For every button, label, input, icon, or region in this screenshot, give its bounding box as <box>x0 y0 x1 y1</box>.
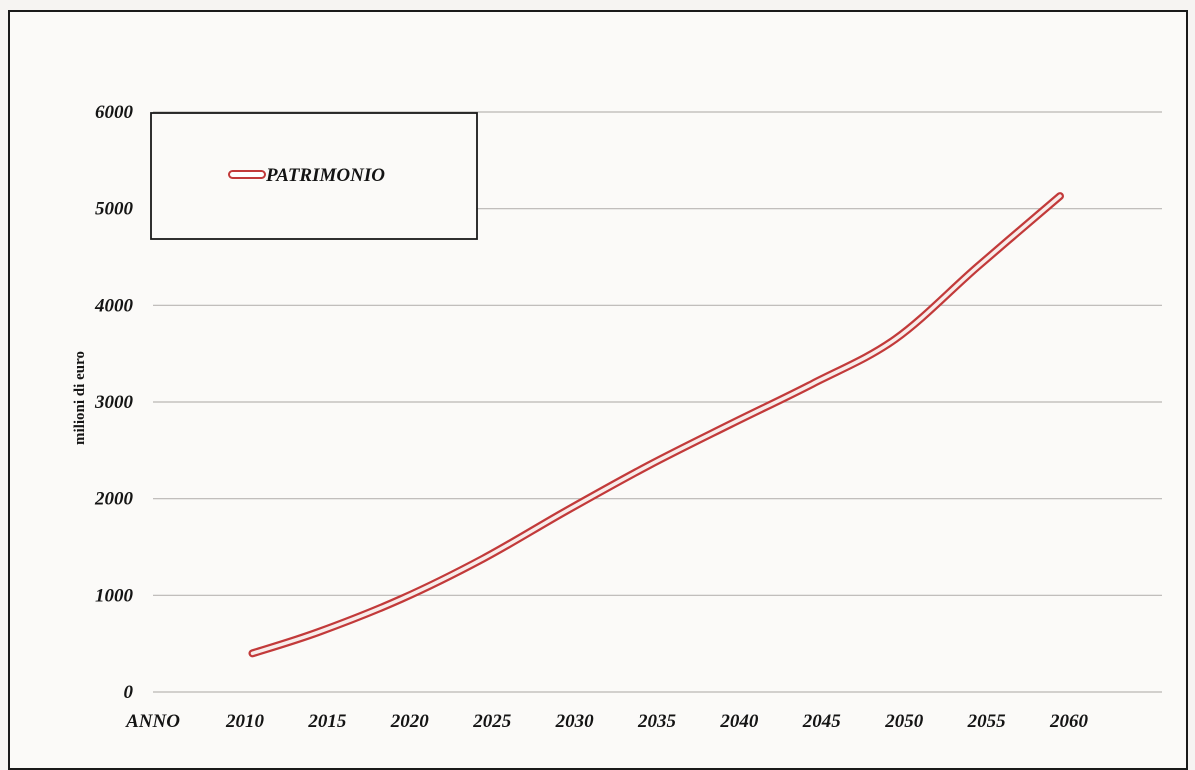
x-tick-label: 2025 <box>472 711 512 732</box>
legend-swatch <box>228 170 266 179</box>
y-tick-label: 1000 <box>95 585 134 606</box>
data-point <box>812 382 814 384</box>
data-point <box>729 423 731 425</box>
series-line-inner <box>250 194 1062 656</box>
x-tick-label: 2055 <box>967 711 1007 732</box>
legend-box <box>150 112 478 240</box>
data-point <box>564 510 566 512</box>
x-tick-label: 2035 <box>637 711 677 732</box>
x-axis-ticks: ANNO 2010 2015 2020 2025 2030 2035 2040 2045 2050… <box>125 711 1088 732</box>
x-tick-label: 2020 <box>390 711 430 732</box>
data-point <box>317 631 319 633</box>
legend: PATRIMONIO <box>150 112 478 240</box>
y-tick-label: 5000 <box>95 199 134 220</box>
y-axis-label: milioni di euro <box>72 351 88 445</box>
legend-label: PATRIMONIO <box>265 165 385 186</box>
y-tick-label: 4000 <box>94 295 134 316</box>
x-tick-label: 2010 <box>225 711 265 732</box>
gridlines <box>153 111 1162 693</box>
x-tick-label: 2015 <box>307 711 347 732</box>
data-point <box>894 338 896 340</box>
y-tick-label: 6000 <box>95 102 134 123</box>
data-point <box>976 265 978 267</box>
data-point <box>482 557 484 559</box>
x-tick-label: 2050 <box>884 711 924 732</box>
y-tick-label: 3000 <box>94 392 134 413</box>
x-tick-label: 2030 <box>555 711 595 732</box>
series-layer <box>248 192 1064 658</box>
data-point <box>251 652 253 654</box>
y-axis-ticks: 0 1000 2000 3000 4000 5000 6000 <box>94 102 134 703</box>
data-point <box>647 465 649 467</box>
series-line-outer <box>248 192 1064 658</box>
y-tick-label: 0 <box>124 682 134 703</box>
y-tick-label: 2000 <box>94 489 134 510</box>
x-tick-label: 2040 <box>719 711 759 732</box>
line-chart: 0 1000 2000 3000 4000 5000 6000 ANNO 2010 2015 20… <box>72 102 1162 732</box>
data-point <box>1059 195 1061 197</box>
x-tick-label: 2045 <box>802 711 842 732</box>
x-tick-label: 2060 <box>1049 711 1089 732</box>
data-point <box>400 598 402 600</box>
x-axis-label: ANNO <box>125 711 180 732</box>
